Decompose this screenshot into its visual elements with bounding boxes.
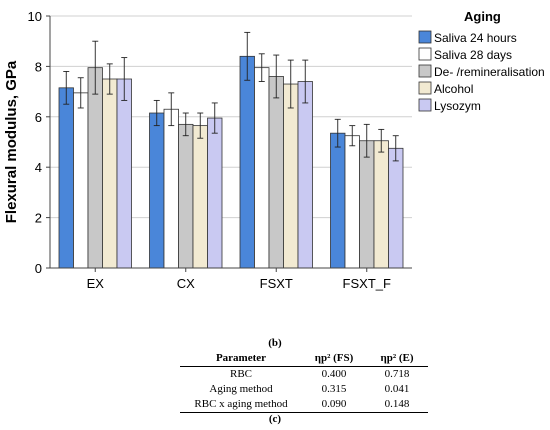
table-cell: RBC: [229, 368, 252, 380]
bar: [73, 92, 89, 269]
bar: [330, 132, 346, 269]
table-row: Aging method 0.315 0.041: [180, 382, 428, 397]
table-header-row: Parameter ηp² (FS) ηp² (E): [180, 351, 428, 367]
y-tick-labels: 0 2 4 6 8 10: [28, 9, 50, 276]
axes: [49, 16, 412, 269]
legend-item: Saliva 28 days: [434, 48, 512, 62]
legend: Aging Saliva 24 hours Saliva 28 days De- /…: [418, 9, 545, 113]
x-tick-label: CX: [177, 276, 195, 291]
table-cell: 0.041: [384, 383, 410, 395]
table-cell: 0.400: [321, 368, 347, 380]
bar: [116, 78, 132, 269]
bar: [87, 67, 103, 269]
table-row: RBC 0.400 0.718: [180, 367, 428, 383]
error-bars: [63, 31, 399, 162]
legend-item: Lysozym: [434, 99, 481, 113]
bar: [254, 67, 270, 269]
bar: [344, 135, 360, 269]
bar: [268, 76, 284, 269]
legend-item: De- /remineralisation: [434, 65, 545, 79]
legend-swatch: [418, 30, 432, 44]
x-tick-label: EX: [87, 276, 105, 291]
y-tick-label: 2: [35, 211, 42, 226]
x-tick-label: FSXT: [260, 276, 293, 291]
bar-chart: 0 2 4 6 8 10 EX CX FSXT FSXT_F Flexural modulus,…: [3, 9, 545, 291]
anova-table: Parameter ηp² (FS) ηp² (E) RBC 0.400 0.7…: [180, 351, 428, 413]
table-cell: 0.718: [384, 368, 410, 380]
bar: [283, 83, 299, 269]
bar: [149, 112, 165, 269]
legend-swatch: [418, 47, 432, 61]
caption-b: (b): [268, 337, 282, 349]
legend-title: Aging: [464, 9, 501, 24]
y-tick-label: 8: [35, 59, 42, 74]
y-tick-label: 10: [28, 9, 42, 24]
legend-swatch: [418, 98, 432, 112]
table-cell: Aging method: [209, 383, 273, 395]
y-tick-label: 0: [35, 261, 42, 276]
bar: [239, 55, 255, 269]
y-tick-label: 6: [35, 110, 42, 125]
y-axis-label: Flexural modulus, GPa: [3, 60, 20, 223]
bars: [58, 55, 404, 269]
legend-swatch: [418, 81, 432, 95]
table-cell: 0.315: [321, 383, 347, 395]
table-cell: 0.148: [384, 398, 410, 410]
table-cell: RBC x aging method: [194, 398, 288, 410]
table-cell: 0.090: [321, 398, 347, 410]
x-tick-labels: EX CX FSXT FSXT_F: [87, 268, 391, 291]
bar: [388, 147, 404, 269]
y-tick-label: 4: [35, 160, 42, 175]
bar: [58, 87, 74, 269]
table-header-parameter: Parameter: [215, 352, 267, 364]
table-header-fs: ηp² (FS): [314, 352, 354, 364]
table-row: RBC x aging method 0.090 0.148: [180, 397, 428, 413]
bar: [297, 81, 313, 269]
caption-c: (c): [268, 413, 282, 425]
legend-item: Alcohol: [434, 82, 473, 96]
table-header-e: ηp² (E): [380, 352, 414, 364]
bar: [178, 123, 194, 269]
legend-item: Saliva 24 hours: [434, 31, 517, 45]
bar: [163, 108, 179, 269]
bar: [359, 140, 375, 269]
x-tick-label: FSXT_F: [343, 276, 391, 291]
legend-swatch: [418, 64, 432, 78]
bar: [207, 117, 223, 269]
bar: [373, 140, 389, 269]
bar: [192, 125, 208, 269]
bar: [102, 78, 118, 269]
